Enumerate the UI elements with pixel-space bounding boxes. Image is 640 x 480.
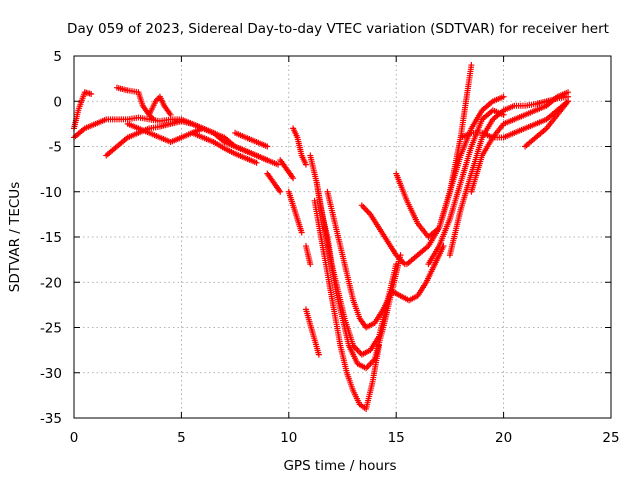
y-tick-label: -25 bbox=[40, 321, 62, 337]
series-25 bbox=[468, 89, 572, 195]
series-19 bbox=[358, 202, 408, 268]
series-13 bbox=[302, 243, 314, 268]
y-tick-label: -35 bbox=[40, 411, 62, 427]
y-tick-label: -20 bbox=[40, 275, 62, 291]
data-points bbox=[71, 62, 572, 412]
y-axis-label: SDTVAR / TECUs bbox=[7, 182, 23, 292]
tick-labels: 0 5 10 15 20 25 5 0 -5 -10 -15 -20 -25 -30 -35 bbox=[40, 49, 620, 446]
data-point bbox=[264, 157, 271, 164]
x-tick-label: 25 bbox=[602, 430, 619, 446]
data-point bbox=[565, 89, 572, 96]
y-tick-label: 5 bbox=[53, 49, 62, 65]
series-16 bbox=[311, 197, 383, 412]
data-point bbox=[468, 62, 475, 69]
data-point bbox=[307, 261, 314, 268]
data-point bbox=[264, 143, 271, 150]
x-tick-label: 10 bbox=[280, 430, 297, 446]
data-point bbox=[275, 161, 282, 168]
data-point bbox=[565, 98, 572, 105]
x-axis-label: GPS time / hours bbox=[283, 458, 396, 474]
y-tick-label: 0 bbox=[53, 94, 62, 110]
series-10 bbox=[277, 157, 297, 182]
chart-title: Day 059 of 2023, Sidereal Day-to-day VTE… bbox=[67, 21, 609, 37]
series-23 bbox=[425, 107, 507, 268]
data-point bbox=[500, 93, 507, 100]
series-18 bbox=[302, 306, 322, 358]
series-20 bbox=[388, 243, 447, 304]
data-point bbox=[150, 116, 157, 123]
x-tick-label: 5 bbox=[177, 430, 186, 446]
data-point bbox=[199, 125, 206, 132]
data-point bbox=[290, 175, 297, 182]
series-27 bbox=[522, 98, 572, 150]
x-tick-label: 20 bbox=[495, 430, 512, 446]
series-12 bbox=[285, 188, 305, 236]
x-tick-label: 0 bbox=[70, 430, 79, 446]
series-7 bbox=[189, 129, 260, 166]
series-8 bbox=[232, 129, 271, 150]
data-point bbox=[167, 111, 174, 118]
y-tick-label: -15 bbox=[40, 230, 62, 246]
series-17 bbox=[324, 188, 395, 331]
plot-frame bbox=[73, 55, 612, 419]
grid bbox=[74, 56, 611, 418]
data-point bbox=[253, 159, 260, 166]
x-tick-label: 15 bbox=[388, 430, 405, 446]
y-tick-label: -5 bbox=[49, 140, 62, 156]
series-11 bbox=[290, 125, 309, 168]
data-point bbox=[315, 351, 322, 358]
data-point bbox=[277, 188, 284, 195]
data-point bbox=[298, 229, 305, 236]
data-point bbox=[376, 342, 383, 349]
series-14 bbox=[307, 152, 400, 358]
y-tick-label: -30 bbox=[40, 366, 62, 382]
data-point bbox=[302, 161, 309, 168]
data-point bbox=[88, 91, 95, 98]
series-9 bbox=[264, 170, 284, 195]
series-4 bbox=[113, 84, 157, 123]
y-tick-label: -10 bbox=[40, 185, 62, 201]
series-2 bbox=[103, 118, 271, 164]
series-5 bbox=[146, 93, 174, 118]
